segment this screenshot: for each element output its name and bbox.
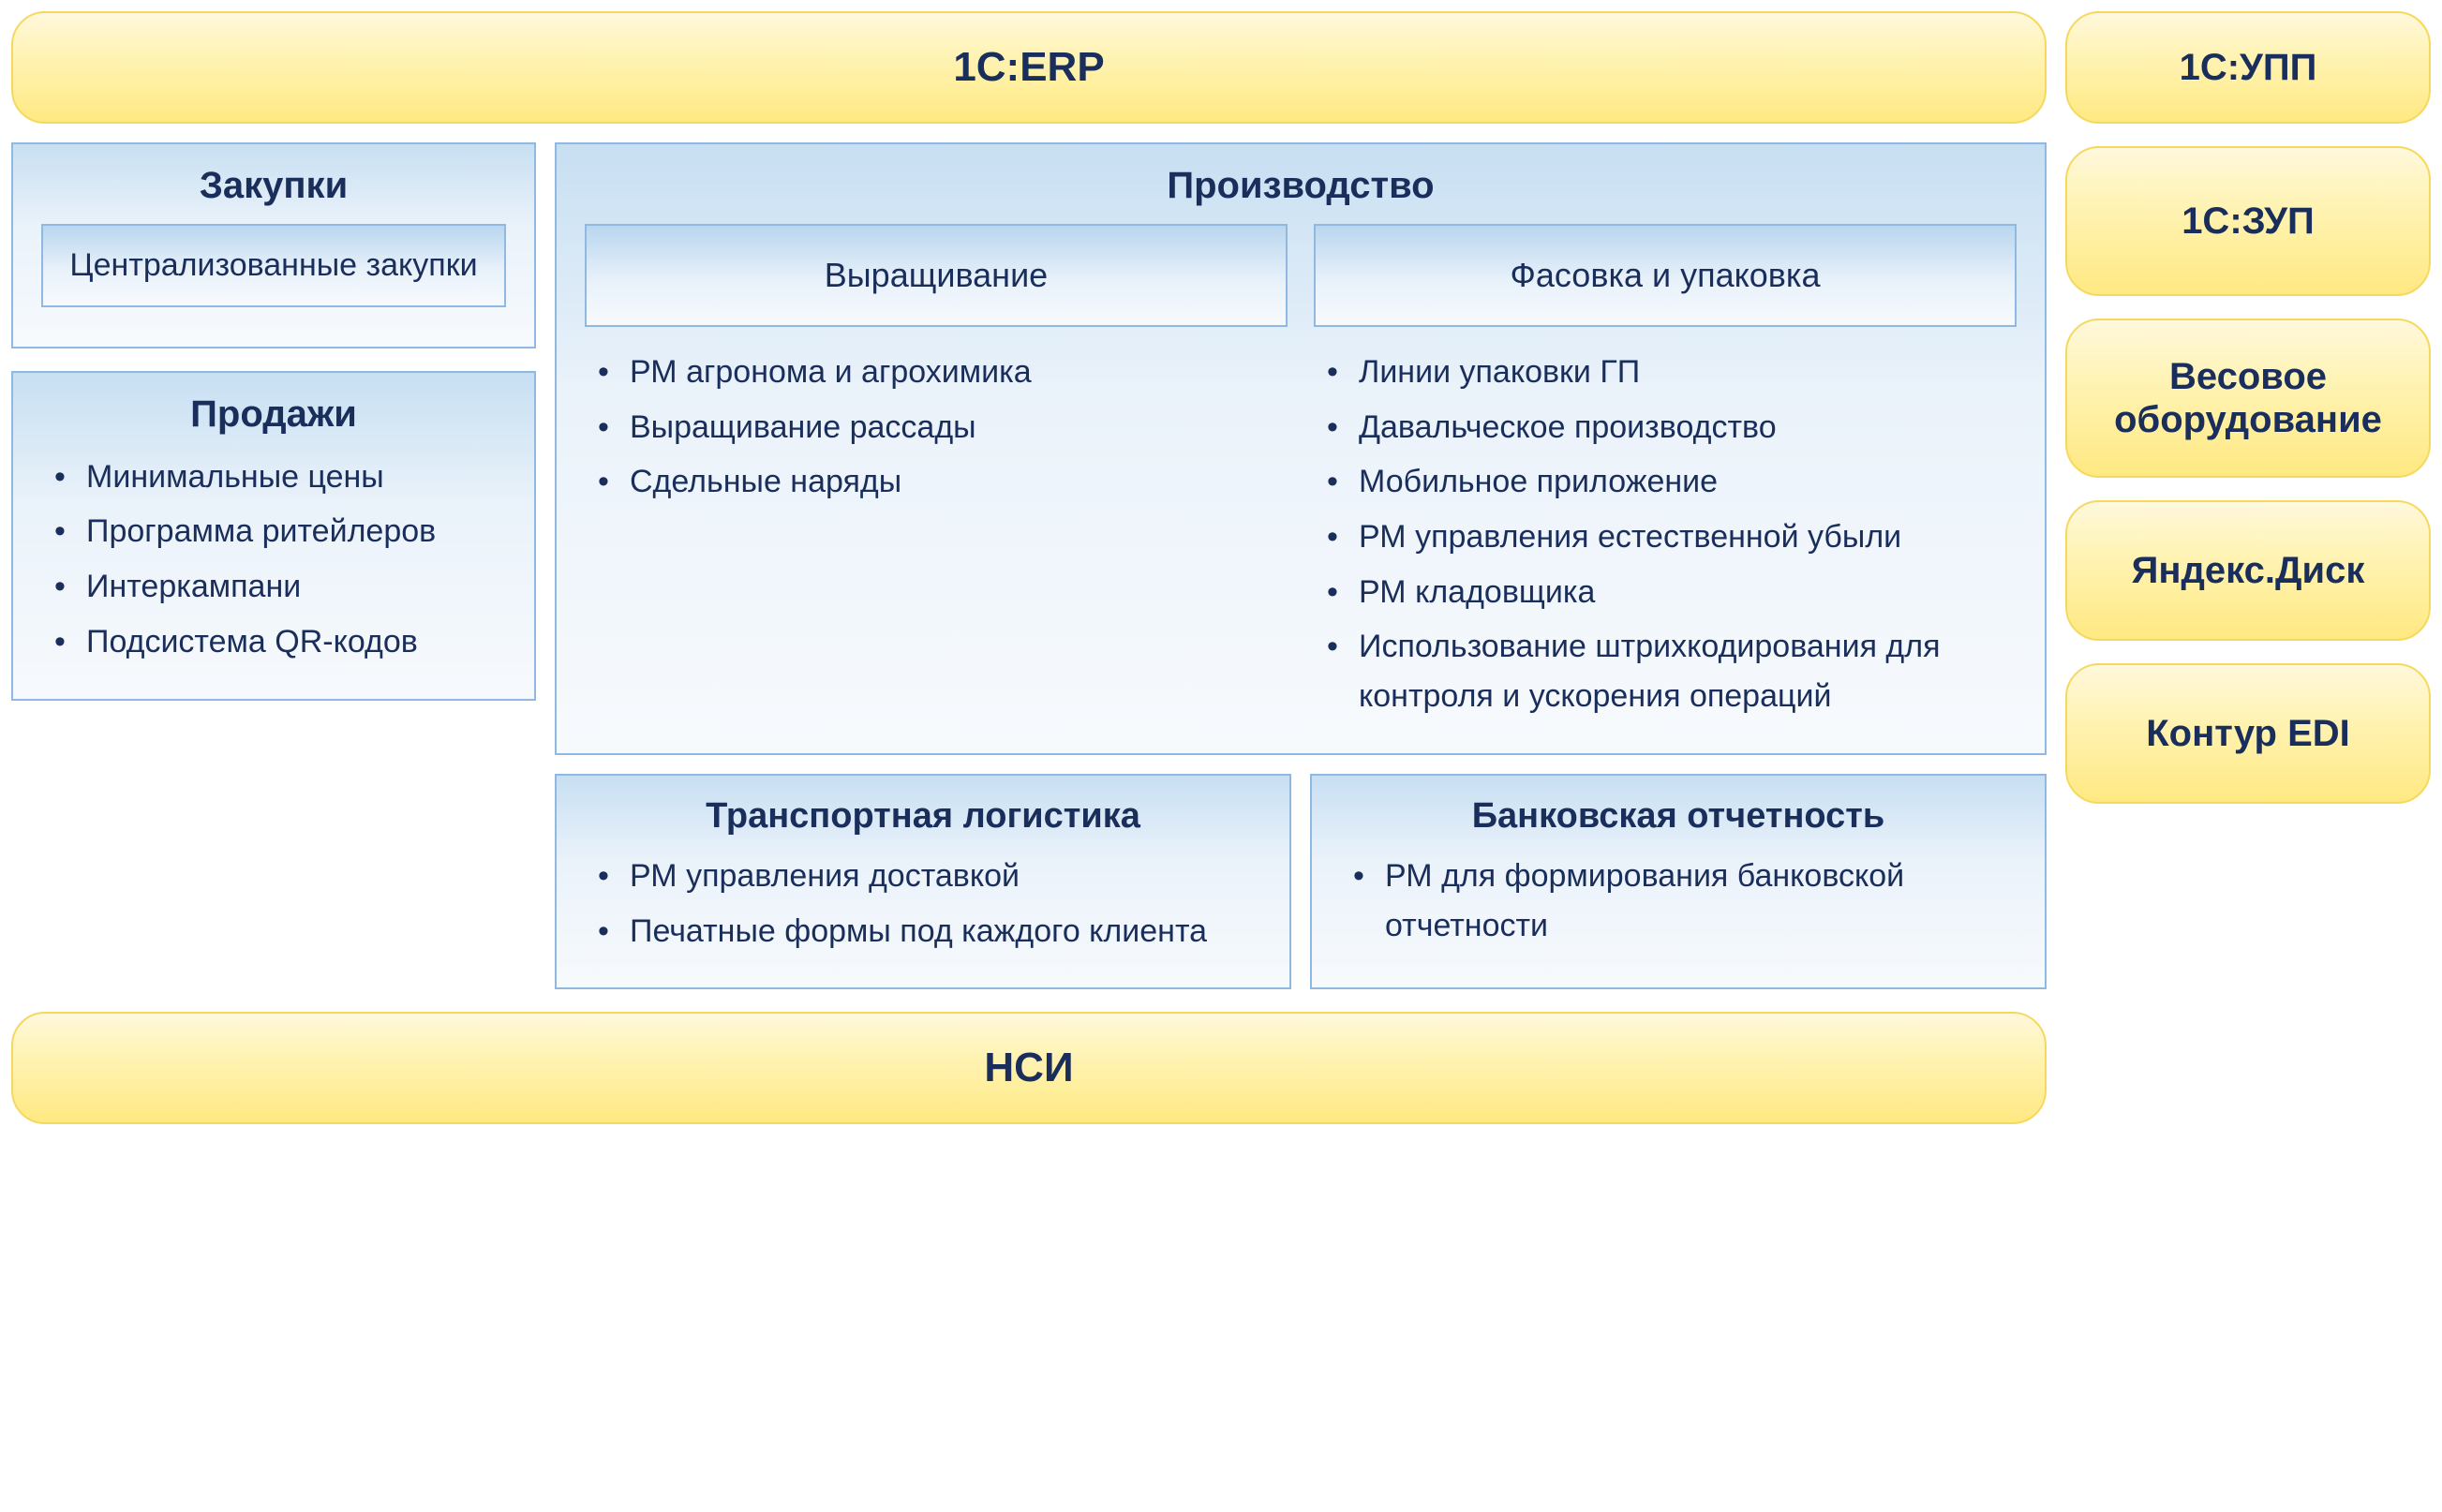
- sales-items: Минимальные цены Программа ритейлеров Ин…: [41, 452, 506, 667]
- list-item: Интеркампани: [54, 562, 506, 612]
- list-item: Печатные формы под каждого клиента: [598, 907, 1261, 956]
- left-column: 1С:ERP Закупки Централизованные закупки …: [11, 11, 2047, 1124]
- bankreport-items: РМ для формирования банковской отчетност…: [1340, 852, 2017, 950]
- sales-panel: Продажи Минимальные цены Программа ритей…: [11, 371, 536, 701]
- mid-right-column: Производство Выращивание РМ агронома и а…: [555, 142, 2047, 989]
- purchasing-title: Закупки: [41, 165, 506, 207]
- growing-column: Выращивание РМ агронома и агрохимика Выр…: [585, 224, 1288, 727]
- nsi-pill: НСИ: [11, 1012, 2047, 1124]
- production-columns: Выращивание РМ агронома и агрохимика Выр…: [585, 224, 2017, 727]
- bankreport-panel: Банковская отчетность РМ для формировани…: [1310, 774, 2047, 989]
- growing-title: Выращивание: [585, 224, 1288, 327]
- diagram-root: 1С:ERP Закупки Централизованные закупки …: [11, 11, 2431, 1124]
- list-item: РМ кладовщика: [1327, 568, 2017, 617]
- weighing-pill: Весовое оборудование: [2065, 319, 2431, 478]
- packing-column: Фасовка и упаковка Линии упаковки ГП Дав…: [1314, 224, 2017, 727]
- zup-pill: 1С:ЗУП: [2065, 146, 2431, 296]
- list-item: Подсистема QR-кодов: [54, 617, 506, 667]
- erp-header-pill: 1С:ERP: [11, 11, 2047, 124]
- logistics-title: Транспортная логистика: [585, 796, 1261, 837]
- list-item: Минимальные цены: [54, 452, 506, 502]
- upp-pill: 1С:УПП: [2065, 11, 2431, 124]
- production-title: Производство: [585, 165, 2017, 207]
- logistics-panel: Транспортная логистика РМ управления дос…: [555, 774, 1291, 989]
- list-item: Мобильное приложение: [1327, 457, 2017, 507]
- middle-row: Закупки Централизованные закупки Продажи…: [11, 142, 2047, 989]
- list-item: Выращивание рассады: [598, 403, 1288, 452]
- purchasing-sub-panel: Централизованные закупки: [41, 224, 506, 307]
- growing-items: РМ агронома и агрохимика Выращивание рас…: [585, 348, 1288, 507]
- kontur-pill: Контур EDI: [2065, 663, 2431, 804]
- mid-left-column: Закупки Централизованные закупки Продажи…: [11, 142, 536, 989]
- list-item: Давальческое производство: [1327, 403, 2017, 452]
- right-column: 1С:УПП 1С:ЗУП Весовое оборудование Яндек…: [2065, 11, 2431, 1124]
- packing-title: Фасовка и упаковка: [1314, 224, 2017, 327]
- production-panel: Производство Выращивание РМ агронома и а…: [555, 142, 2047, 755]
- packing-items: Линии упаковки ГП Давальческое производс…: [1314, 348, 2017, 721]
- list-item: РМ агронома и агрохимика: [598, 348, 1288, 397]
- sales-title: Продажи: [41, 393, 506, 436]
- list-item: Сдельные наряды: [598, 457, 1288, 507]
- purchasing-panel: Закупки Централизованные закупки: [11, 142, 536, 348]
- yadisk-pill: Яндекс.Диск: [2065, 500, 2431, 641]
- list-item: РМ для формирования банковской отчетност…: [1353, 852, 2017, 950]
- list-item: РМ управления доставкой: [598, 852, 1261, 901]
- list-item: РМ управления естественной убыли: [1327, 512, 2017, 562]
- logistics-items: РМ управления доставкой Печатные формы п…: [585, 852, 1261, 956]
- list-item: Использование штрихкодирования для контр…: [1327, 622, 2017, 720]
- list-item: Линии упаковки ГП: [1327, 348, 2017, 397]
- list-item: Программа ритейлеров: [54, 507, 506, 556]
- bankreport-title: Банковская отчетность: [1340, 796, 2017, 837]
- bottom-two-panels: Транспортная логистика РМ управления дос…: [555, 774, 2047, 989]
